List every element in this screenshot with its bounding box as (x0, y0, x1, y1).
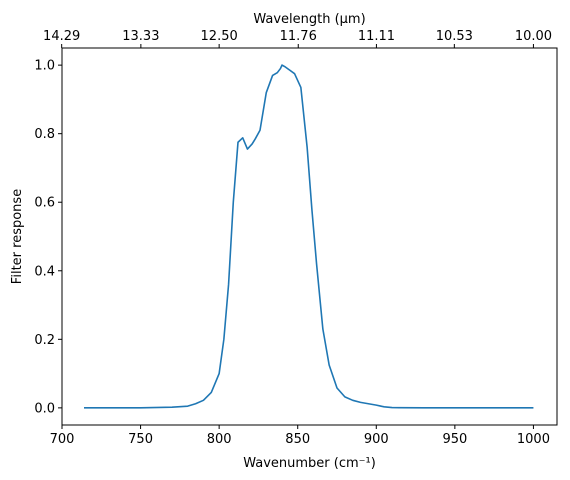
x-tick-label: 1000 (517, 432, 550, 447)
y-tick-label: 0.0 (34, 401, 55, 416)
top-tick-label: 10.00 (515, 29, 552, 44)
x-tick-label: 850 (285, 432, 310, 447)
x-axis-label: Wavenumber (cm⁻¹) (243, 456, 376, 471)
plot-frame (61, 47, 558, 426)
x-tick-label: 900 (364, 432, 389, 447)
top-tick-label: 14.29 (43, 29, 80, 44)
x-tick-label: 950 (442, 432, 467, 447)
x-tick-label: 800 (207, 432, 232, 447)
x-tick-label: 750 (128, 432, 153, 447)
series-line (84, 64, 534, 409)
y-tick-label: 0.2 (34, 333, 55, 348)
top-tick-label: 11.76 (280, 29, 317, 44)
top-x-axis: 14.29 13.33 12.50 11.76 11.11 10.53 10.00 (43, 29, 552, 48)
bottom-x-axis: 700 750 800 850 900 950 1000 (50, 425, 550, 447)
x-tick-label: 700 (50, 432, 75, 447)
top-tick-label: 11.11 (358, 29, 395, 44)
top-x-axis-label: Wavelength (μm) (253, 12, 365, 27)
y-axis: 0.0 0.2 0.4 0.6 0.8 1.0 (34, 59, 62, 416)
y-axis-label: Filter response (10, 189, 25, 284)
y-tick-label: 0.6 (34, 196, 55, 211)
y-tick-label: 1.0 (34, 59, 55, 74)
series-layer (84, 64, 534, 409)
top-tick-label: 12.50 (201, 29, 238, 44)
y-tick-label: 0.4 (34, 264, 55, 279)
top-tick-label: 13.33 (122, 29, 159, 44)
y-tick-label: 0.8 (34, 127, 55, 142)
top-tick-label: 10.53 (436, 29, 473, 44)
